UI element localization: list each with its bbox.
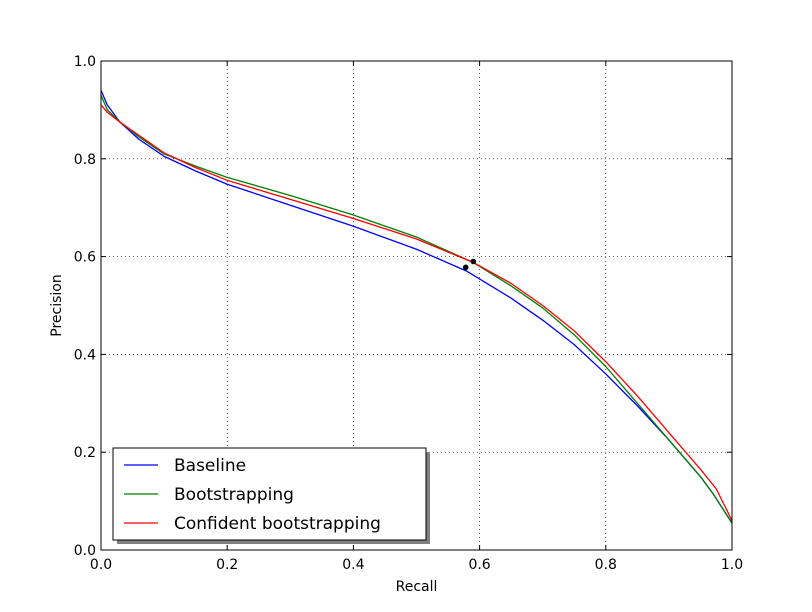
x-tick-label: 1.0 bbox=[721, 557, 743, 573]
x-tick-label: 0.4 bbox=[342, 557, 364, 573]
x-tick-label: 0.6 bbox=[468, 557, 490, 573]
legend-entries: Baseline Bootstrapping Confident bootstrap… bbox=[124, 456, 381, 534]
series-lines bbox=[100, 90, 733, 524]
y-tick-label: 0.2 bbox=[74, 445, 96, 461]
x-tick-label: 0.0 bbox=[90, 557, 112, 573]
point-markers bbox=[462, 258, 477, 271]
x-axis-label: Recall bbox=[396, 579, 438, 595]
y-tick-label: 0.6 bbox=[74, 250, 96, 266]
legend: Baseline Bootstrapping Confident bootstrap… bbox=[112, 447, 430, 544]
y-tick-label: 1.0 bbox=[74, 54, 96, 70]
legend-box bbox=[112, 447, 427, 541]
y-tick-label: 0.0 bbox=[74, 543, 96, 559]
y-tick-label: 0.8 bbox=[74, 152, 96, 168]
x-tick-label: 0.2 bbox=[216, 557, 238, 573]
x-tick-label: 0.8 bbox=[595, 557, 617, 573]
axis-ticks: 0.0 0.2 0.4 0.6 0.8 1.0 0.0 0.2 0.4 0.6 0.8 1.0 bbox=[74, 54, 743, 573]
legend-label-bootstrapping: Bootstrapping bbox=[174, 485, 294, 505]
point-marker bbox=[462, 264, 469, 271]
series-line-confident-bootstrapping bbox=[100, 104, 733, 521]
legend-label-confident-bootstrapping: Confident bootstrapping bbox=[174, 514, 381, 534]
y-axis-label: Precision bbox=[49, 274, 65, 336]
plot-frame bbox=[100, 60, 733, 551]
legend-label-baseline: Baseline bbox=[174, 456, 246, 476]
point-marker bbox=[470, 258, 477, 265]
y-tick-label: 0.4 bbox=[74, 347, 96, 363]
grid bbox=[101, 61, 732, 550]
series-line-bootstrapping bbox=[100, 94, 733, 524]
